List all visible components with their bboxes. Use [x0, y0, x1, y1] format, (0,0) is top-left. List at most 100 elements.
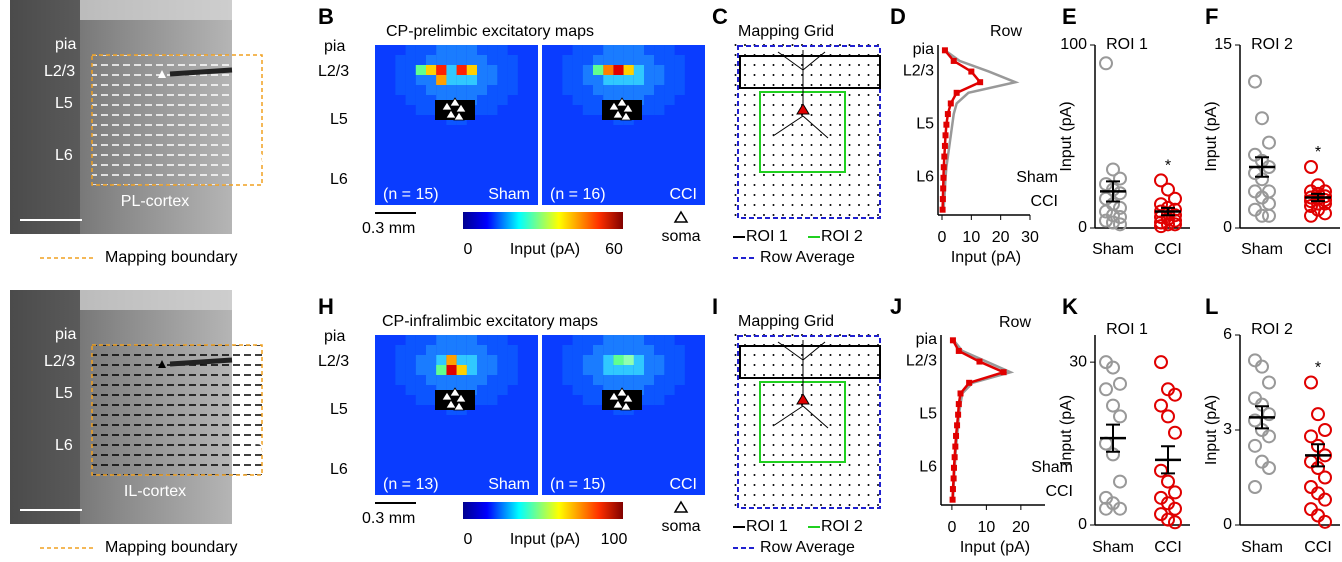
heatmap-cell [633, 65, 644, 75]
heatmap-cell [395, 65, 406, 75]
chart-title: ROI 2 [1251, 321, 1293, 338]
heatmap-cell [674, 55, 685, 65]
heatmap-cell [497, 75, 508, 85]
heatmap-cell [582, 385, 593, 395]
profile-point [939, 196, 946, 203]
heatmap-cell [603, 365, 614, 375]
data-point [1262, 375, 1276, 390]
y-tick-label: 15 [1214, 36, 1232, 53]
heatmap-cell [674, 375, 685, 385]
heatmap-cell [436, 355, 447, 365]
profile-point [949, 337, 956, 344]
heatmap-cell [582, 75, 593, 85]
x-tick-label: 0 [947, 519, 956, 536]
profile-point [943, 121, 950, 128]
tissue-dark [10, 290, 80, 524]
heatmap-cell [593, 385, 604, 395]
tissue-dark [10, 0, 80, 234]
boundary-label: Mapping boundary [105, 249, 238, 266]
heatmap-cell [395, 365, 406, 375]
compass-label: M [277, 415, 290, 432]
heatmap-cell [633, 365, 644, 375]
heatmap-cell [633, 45, 644, 55]
profile-point [949, 486, 956, 493]
stim-grid [92, 55, 262, 185]
profile-point [953, 432, 960, 439]
heatmap-cell [674, 75, 685, 85]
soma-marker [449, 387, 461, 397]
heatmap-cell [477, 395, 488, 405]
data-point [1318, 514, 1332, 529]
heatmap-cell [487, 385, 498, 395]
heatmap-cell [497, 85, 508, 95]
roi-1 [739, 345, 881, 379]
heatmap-cell [487, 345, 498, 355]
data-point [1248, 480, 1262, 494]
data-point [1161, 182, 1175, 197]
data-point [1113, 186, 1127, 201]
heatmap-cell [426, 355, 437, 365]
x-axis-label: Input (pA) [960, 539, 1030, 556]
profile-point [940, 174, 947, 181]
heatmap-cell [582, 345, 593, 355]
heatmap-cell [593, 345, 604, 355]
soma-marker [441, 101, 453, 111]
heatmap-cell [654, 395, 665, 405]
heatmap-cell [466, 65, 477, 75]
heatmap-cell [664, 95, 675, 105]
layer-label: L5 [330, 401, 348, 418]
soma-marker [455, 103, 467, 113]
data-point [1113, 376, 1127, 391]
y-tick-label: 0 [1078, 516, 1087, 533]
heatmap-cell [654, 85, 665, 95]
y-tick-label: 30 [1069, 353, 1087, 370]
heatmap-cell [613, 375, 624, 385]
heatmap-cell [477, 385, 488, 395]
heatmap-cell [466, 355, 477, 365]
heatmap-cell [674, 365, 685, 375]
n-label: (n = 15) [383, 186, 439, 203]
compass-label: L [280, 467, 289, 484]
x-tick-label: 0 [938, 229, 947, 246]
data-point [1262, 429, 1276, 444]
heatmap-cell [654, 355, 665, 365]
heatmap-cell [654, 365, 665, 375]
x-tick-label: CCI [1304, 539, 1332, 556]
heatmap-cell [415, 75, 426, 85]
layer-label: L5 [55, 95, 73, 112]
data-point [1248, 74, 1262, 89]
heatmap-cell [477, 365, 488, 375]
heatmap-cell [654, 335, 665, 345]
heatmap-cell [593, 95, 604, 105]
heatmap-cell [426, 385, 437, 395]
soma-label: soma [661, 228, 700, 245]
heatmap-cell [572, 365, 583, 375]
neuron [772, 50, 829, 139]
heatmap-cell [613, 355, 624, 365]
y-tick-label: pia [916, 331, 937, 348]
y-tick-label: L6 [916, 169, 934, 186]
heatmap-cell [644, 45, 655, 55]
heatmap-cell [593, 55, 604, 65]
heatmap-cell [415, 45, 426, 55]
heatmap-cell [497, 385, 508, 395]
heatmap-cell [405, 65, 416, 75]
data-point [1168, 501, 1182, 516]
colorbar-label: Input (pA) [510, 531, 580, 548]
y-tick-label: 100 [1060, 36, 1087, 53]
grid-dots [728, 44, 884, 222]
heatmap-cell [487, 65, 498, 75]
heatmap-cell [487, 75, 498, 85]
heatmap-cell [593, 85, 604, 95]
heatmap-cell [446, 345, 457, 355]
heatmap-cell [582, 375, 593, 385]
data-point [1113, 501, 1127, 516]
heatmap-cell [477, 335, 488, 345]
heatmap-cell [415, 85, 426, 95]
compass-label: V [304, 441, 315, 458]
soma-marker [445, 399, 457, 409]
legend-label: ROI 2 [821, 228, 863, 245]
soma-key [673, 500, 689, 513]
heatmap-cell [395, 375, 406, 385]
data-point [1154, 219, 1168, 234]
